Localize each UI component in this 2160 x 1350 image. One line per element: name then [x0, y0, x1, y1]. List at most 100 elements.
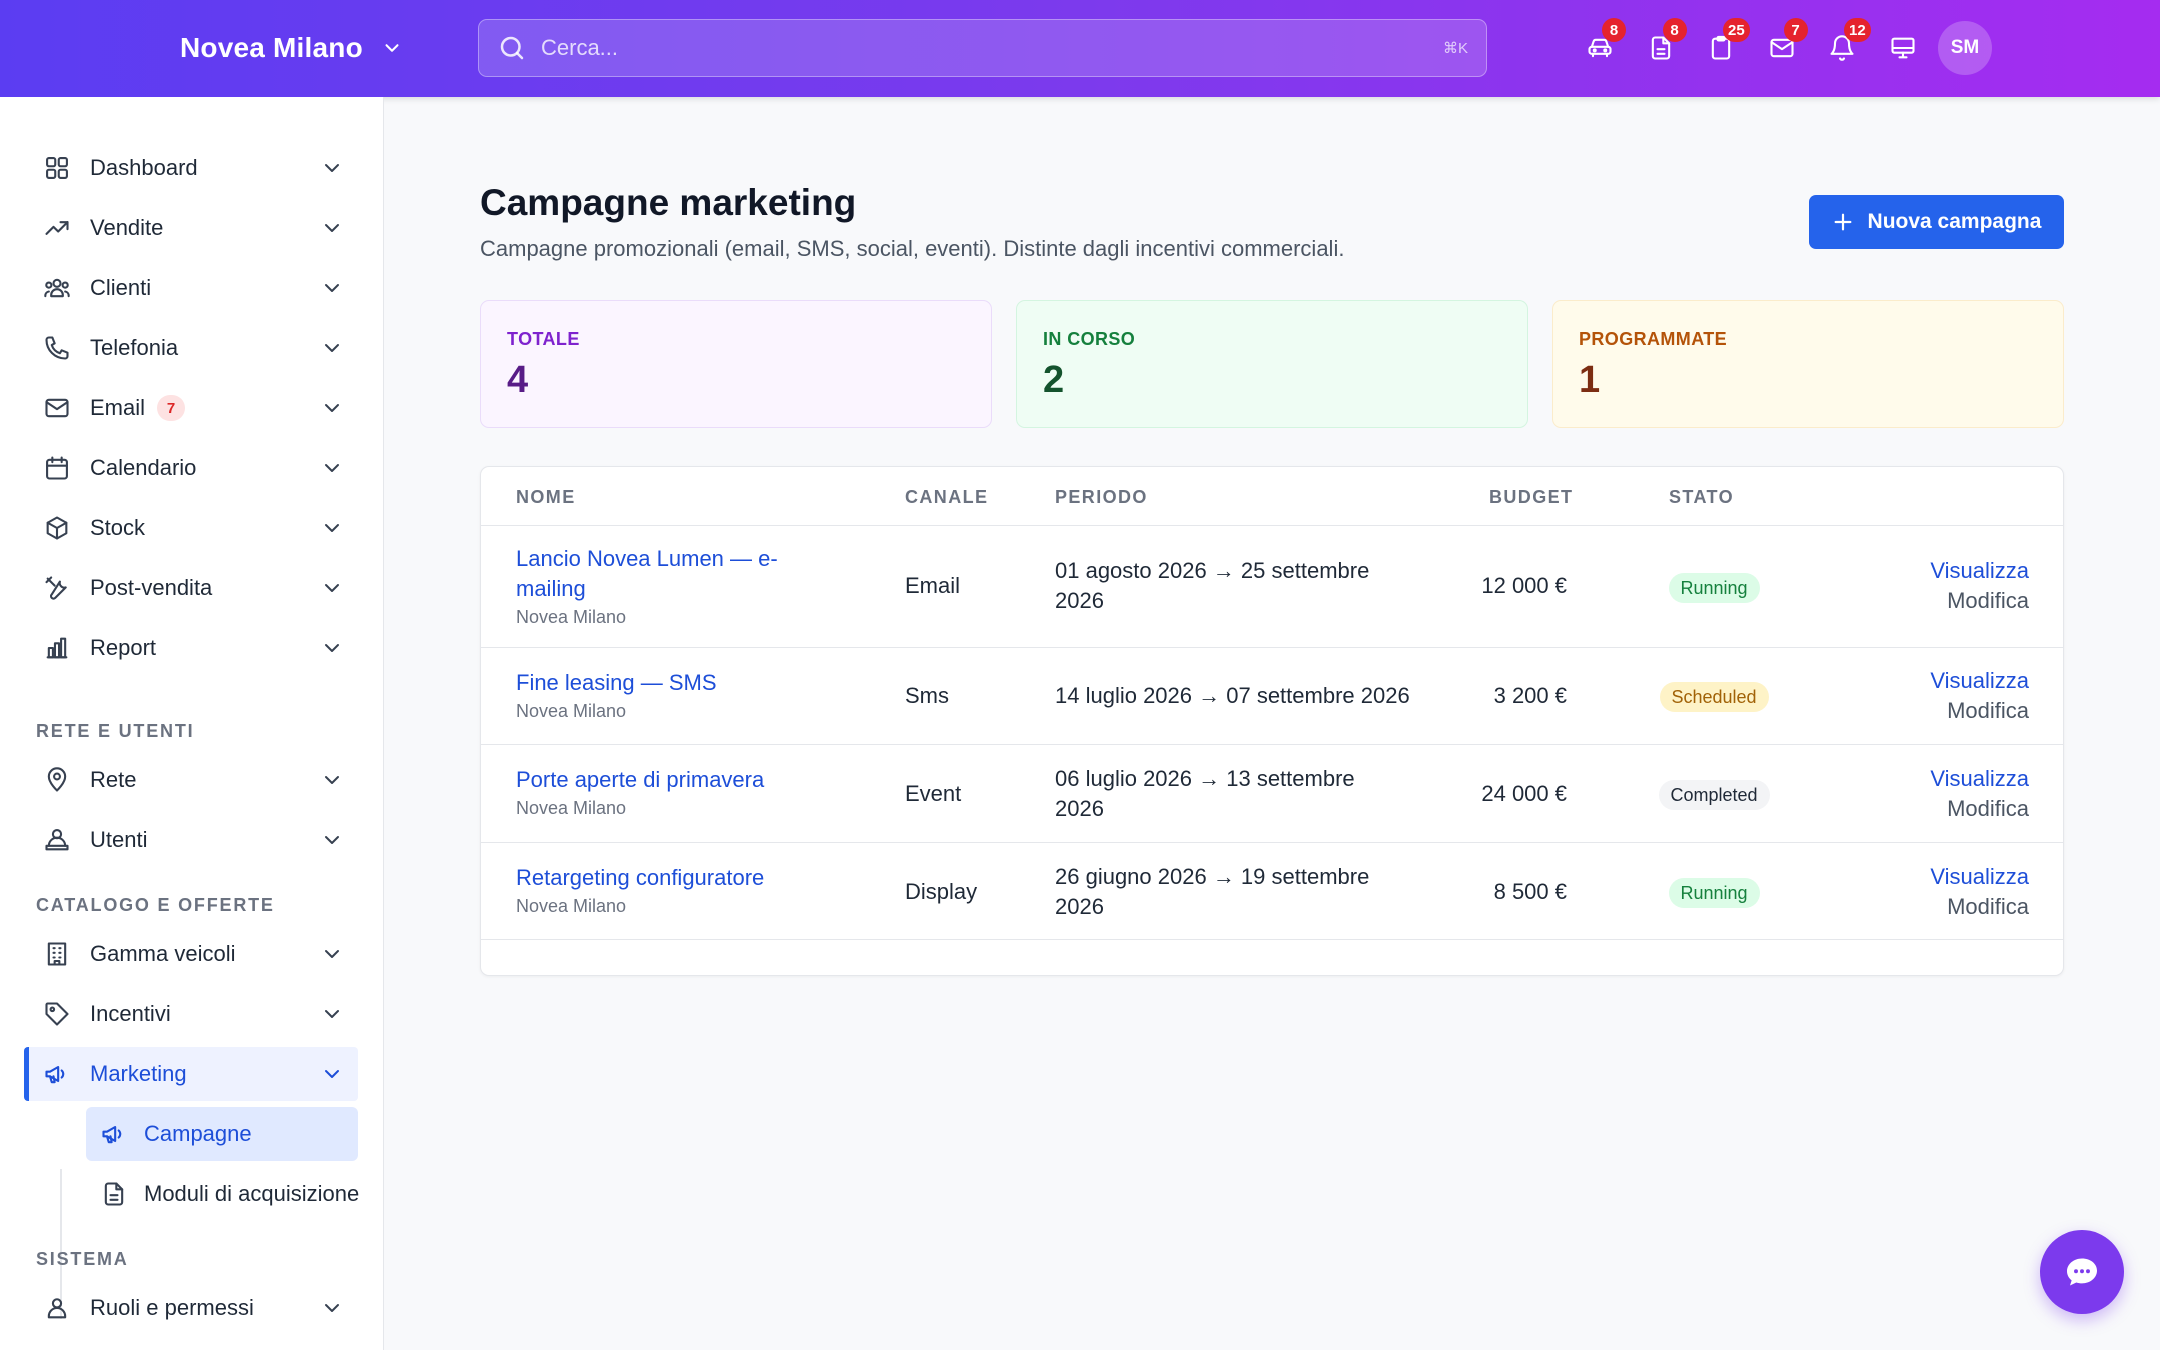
notification-badge: 7	[1783, 18, 1808, 42]
channel-cell: Display	[905, 879, 978, 904]
notification-badge: 8	[1662, 18, 1687, 42]
sidebar-item-stock[interactable]: Stock	[24, 501, 358, 555]
sidebar-item-label: Gamma veicoli	[90, 941, 236, 966]
campaign-name-link[interactable]: Porte aperte di primavera	[516, 767, 765, 792]
view-link[interactable]: Visualizza	[1930, 558, 2029, 583]
search-input[interactable]	[541, 35, 1443, 61]
sidebar-subitem-moduli[interactable]: Moduli di acquisizione	[86, 1167, 360, 1221]
column-header-budget: BUDGET	[1489, 487, 1574, 507]
chevron-down-icon	[325, 404, 339, 412]
megaphone-icon	[42, 1059, 72, 1089]
sidebar-item-label: Incentivi	[90, 1001, 171, 1026]
campaign-name-link[interactable]: Lancio Novea Lumen — e-mailing	[516, 546, 778, 601]
monitor-icon	[1891, 37, 1915, 59]
clipboard-icon	[1712, 35, 1731, 60]
campaign-org: Novea Milano	[516, 798, 627, 818]
campaign-name-link[interactable]: Retargeting configuratore	[516, 865, 765, 890]
sidebar-item-ruoli-permessi[interactable]: Ruoli e permessi	[24, 1281, 358, 1335]
edit-link[interactable]: Modifica	[1947, 894, 2029, 919]
page-title: Campagne marketing	[480, 182, 857, 223]
tasks-button[interactable]: 25	[1691, 18, 1752, 74]
messages-button[interactable]: 7	[1752, 18, 1813, 74]
stat-card-total: TOTALE 4	[480, 300, 992, 428]
period-cell: 01 agosto 2026 → 25 settembre 2026	[1055, 558, 1370, 613]
budget-cell: 3 200 €	[1493, 683, 1567, 708]
chat-bubble-icon	[2067, 1258, 2097, 1286]
chevron-down-icon	[325, 524, 339, 532]
view-link[interactable]: Visualizza	[1930, 668, 2029, 693]
sidebar-item-label: Report	[90, 635, 157, 660]
sidebar-item-label: Post-vendita	[90, 575, 213, 600]
stat-value: 1	[1579, 359, 1601, 401]
sidebar-item-label: Clienti	[90, 275, 152, 300]
sidebar-item-marketing[interactable]: Marketing	[24, 1047, 358, 1101]
view-link[interactable]: Visualizza	[1930, 864, 2029, 889]
new-campaign-label: Nuova campagna	[1867, 210, 2042, 233]
chat-button[interactable]	[2040, 1230, 2124, 1314]
edit-link[interactable]: Modifica	[1947, 588, 2029, 613]
stat-card-scheduled: PROGRAMMATE 1	[1552, 300, 2064, 428]
sidebar-item-vendite[interactable]: Vendite	[24, 201, 358, 255]
sidebar-item-report[interactable]: Report	[24, 621, 358, 675]
submenu-guide-line	[60, 1169, 62, 1319]
vehicles-button[interactable]: 8	[1570, 18, 1631, 74]
chevron-down-icon	[385, 44, 399, 52]
column-header-channel: CANALE	[905, 487, 989, 507]
notifications-button[interactable]: 12	[1812, 18, 1873, 74]
users-icon	[42, 273, 72, 303]
sidebar-item-email[interactable]: Email 7	[24, 381, 358, 435]
table-row: Retargeting configuratore Novea Milano D…	[481, 842, 2063, 940]
sidebar-item-dashboard[interactable]: Dashboard	[24, 141, 358, 195]
chevron-down-icon	[325, 776, 339, 784]
campaign-name-link[interactable]: Fine leasing — SMS	[516, 670, 717, 695]
sidebar-subitem-campagne[interactable]: Campagne	[86, 1107, 358, 1161]
table-row: Porte aperte di primavera Novea Milano E…	[481, 744, 2063, 842]
budget-cell: 12 000 €	[1481, 573, 1567, 598]
header-icon-group: 8 8 25 7 12	[1570, 18, 1934, 74]
sidebar-item-incentivi[interactable]: Incentivi	[24, 987, 358, 1041]
tag-icon	[42, 999, 72, 1029]
new-campaign-button[interactable]: Nuova campagna	[1809, 195, 2064, 249]
sidebar-item-calendario[interactable]: Calendario	[24, 441, 358, 495]
sidebar-item-post-vendita[interactable]: Post-vendita	[24, 561, 358, 615]
tools-icon	[42, 573, 72, 603]
sidebar-item-clienti[interactable]: Clienti	[24, 261, 358, 315]
channel-cell: Event	[905, 781, 962, 806]
sidebar-item-gamma-veicoli[interactable]: Gamma veicoli	[24, 927, 358, 981]
sidebar-item-telefonia[interactable]: Telefonia	[24, 321, 358, 375]
top-bar: Novea Milano ⌘K 8 8 25 7 12 S	[0, 0, 2160, 97]
edit-link[interactable]: Modifica	[1947, 698, 2029, 723]
budget-cell: 24 000 €	[1481, 781, 1567, 806]
sidebar-item-label: Marketing	[90, 1061, 187, 1086]
sidebar-subitem-label: Moduli di acquisizione	[144, 1181, 360, 1206]
megaphone-icon	[100, 1120, 128, 1148]
stat-label: TOTALE	[507, 329, 580, 349]
chevron-down-icon	[325, 1070, 339, 1078]
edit-link[interactable]: Modifica	[1947, 796, 2029, 821]
organization-switcher[interactable]: Novea Milano	[180, 28, 403, 68]
stat-label: IN CORSO	[1043, 329, 1136, 349]
channel-cell: Email	[905, 573, 961, 598]
notification-badge: 25	[1723, 18, 1750, 42]
page-subtitle: Campagne promozionali (email, SMS, socia…	[480, 236, 1345, 261]
sidebar-item-label: Rete	[90, 767, 137, 792]
chevron-down-icon	[325, 950, 339, 958]
notification-badge: 12	[1844, 18, 1871, 42]
search-bar[interactable]: ⌘K	[478, 19, 1487, 77]
row-actions: Visualizza Modifica	[1930, 666, 2029, 726]
mail-icon	[42, 393, 72, 423]
chevron-down-icon	[325, 164, 339, 172]
sidebar-item-rete[interactable]: Rete	[24, 753, 358, 807]
campaign-name-cell: Porte aperte di primavera Novea Milano	[516, 765, 816, 821]
user-avatar[interactable]: SM	[1938, 21, 1992, 75]
documents-button[interactable]: 8	[1631, 18, 1692, 74]
section-label-network: RETE E UTENTI	[36, 721, 195, 741]
phone-icon	[42, 333, 72, 363]
budget-cell: 8 500 €	[1493, 879, 1567, 904]
view-link[interactable]: Visualizza	[1930, 766, 2029, 791]
column-header-name: NOME	[516, 487, 576, 507]
status-badge: Completed	[1658, 780, 1770, 810]
display-button[interactable]	[1873, 22, 1934, 74]
sidebar-item-utenti[interactable]: Utenti	[24, 813, 358, 867]
campaign-org: Novea Milano	[516, 896, 627, 916]
